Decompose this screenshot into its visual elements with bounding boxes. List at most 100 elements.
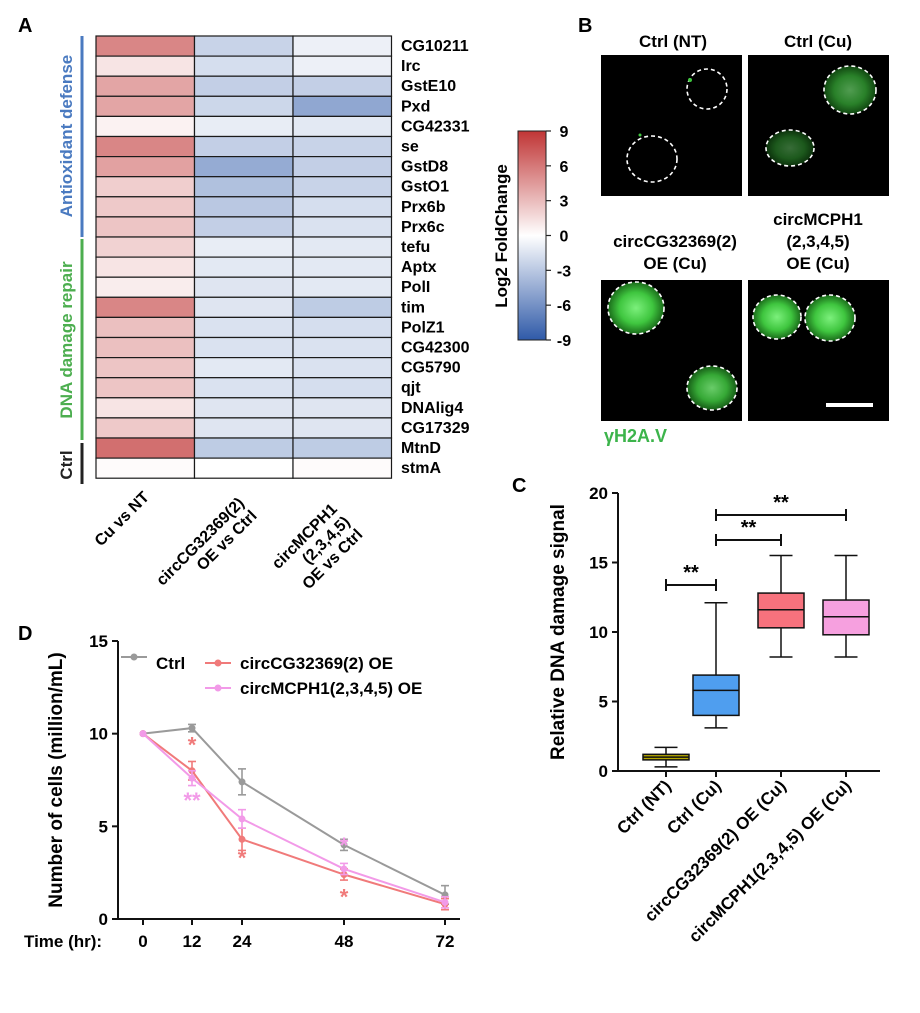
- group-label-ctrl: Ctrl: [57, 450, 76, 479]
- x-tick-label: Ctrl (NT): [613, 776, 675, 838]
- heatmap-cell: [193, 377, 294, 399]
- heatmap-cell: [292, 296, 393, 318]
- gene-label: PolZ1: [401, 319, 445, 336]
- gene-label: GstD8: [401, 159, 448, 176]
- significance-asterisk: *: [188, 733, 197, 758]
- heatmap-cell: [292, 75, 393, 97]
- x-tick-label: 72: [436, 932, 455, 951]
- series-line: [142, 732, 446, 904]
- nucleus-outline: [804, 294, 856, 342]
- gene-label: PolI: [401, 279, 430, 296]
- heatmap-cell: [292, 236, 393, 258]
- data-point: [441, 898, 449, 906]
- heatmap-cell: [95, 377, 196, 399]
- box: [692, 674, 740, 717]
- heatmap-cell: [193, 336, 294, 359]
- heatmap-cell: [193, 236, 294, 258]
- heatmap-group-bars: Antioxidant defense DNA damage repair Ct…: [57, 36, 84, 484]
- heatmap-cell: [292, 417, 393, 439]
- y-tick-label: 5: [599, 693, 608, 712]
- significance-asterisk: *: [340, 833, 349, 858]
- nucleus-signal: [824, 66, 876, 114]
- heatmap-cell: [95, 336, 196, 359]
- gene-label: CG10211: [401, 38, 469, 55]
- heatmap-cell: [193, 357, 294, 379]
- micro-title-ctrl-nt: Ctrl (NT): [639, 32, 707, 51]
- data-point: [340, 865, 348, 873]
- heatmap-cell: [193, 276, 294, 298]
- nucleus-signal: [608, 282, 664, 334]
- y-tick-label: 10: [89, 725, 108, 744]
- gene-label: stmA: [401, 460, 441, 477]
- heatmap-cell: [292, 316, 393, 339]
- x-axis-label: Time (hr):: [24, 932, 102, 951]
- heatmap-cell: [95, 316, 196, 339]
- nucleus-outline: [607, 281, 665, 335]
- heatmap-cell: [95, 156, 196, 178]
- heatmap-cell: [292, 256, 393, 278]
- panel-label-b: B: [578, 15, 592, 37]
- heatmap-cell: [193, 176, 294, 198]
- gene-label: GstO1: [401, 179, 449, 196]
- heatmap-cell: [193, 55, 294, 77]
- heatmap-cell: [95, 95, 196, 118]
- data-point: [139, 730, 147, 738]
- nucleus-signal: [766, 130, 814, 166]
- heatmap-cell: [292, 196, 393, 218]
- heatmap-cell: [193, 296, 294, 318]
- significance-asterisk: *: [340, 885, 349, 910]
- series-line: [142, 732, 446, 906]
- box-plot: 0 5 10 15 20 Relative DNA damage signal Ctrl (…: [548, 484, 880, 946]
- gene-label: qjt: [401, 380, 421, 397]
- panel-label-c: C: [512, 475, 526, 497]
- heatmap-cell: [95, 55, 196, 77]
- heatmap-cell: [193, 95, 294, 118]
- group-label-dna-repair: DNA damage repair: [57, 261, 76, 419]
- y-tick-label: 20: [589, 484, 608, 503]
- nucleus-signal: [753, 295, 801, 339]
- micro-title-ctrl-cu: Ctrl (Cu): [784, 32, 852, 51]
- heatmap-cell: [193, 457, 294, 479]
- heatmap-cell: [95, 457, 196, 479]
- colorbar-ticks: 9 6 3 0 -3 -6 -9: [546, 124, 571, 350]
- legend-label: circCG32369(2) OE: [240, 654, 393, 673]
- heatmap-column-label: circCG32369(2)OE vs Ctrl: [153, 495, 260, 602]
- y-axis-label: Relative DNA damage signal: [548, 504, 569, 760]
- nucleus-outline: [626, 135, 678, 183]
- legend-label: Ctrl: [156, 654, 185, 673]
- micro-title-oe2: circMCPH1 (2,3,4,5) OE (Cu): [773, 210, 863, 273]
- y-tick-label: 15: [89, 632, 108, 651]
- heatmap-cell: [95, 357, 196, 379]
- heatmap-cell: [292, 437, 393, 459]
- heatmap-cell: [292, 156, 393, 178]
- significance-asterisk: *: [238, 845, 247, 870]
- heatmap-cell: [193, 437, 294, 459]
- x-tick-label: 0: [138, 932, 147, 951]
- data-point: [188, 724, 196, 732]
- heatmap-cell: [193, 397, 294, 419]
- heatmap-cell: [95, 296, 196, 318]
- group-label-antioxidant: Antioxidant defense: [57, 55, 76, 217]
- colorbar-tick-label: 9: [560, 124, 569, 141]
- legend-marker: [130, 653, 138, 661]
- heatmap-cell: [193, 135, 294, 158]
- nucleus-outline: [686, 365, 738, 411]
- heatmap-cell: [193, 75, 294, 97]
- data-point: [238, 778, 246, 786]
- y-tick-label: 0: [99, 910, 108, 929]
- heatmap-cell: [95, 417, 196, 439]
- x-tick-label: Ctrl (Cu): [663, 776, 725, 838]
- heatmap-cell: [193, 156, 294, 178]
- heatmap-cell: [95, 135, 196, 158]
- colorbar-tick-label: -3: [557, 263, 571, 280]
- heatmap-cell: [95, 115, 196, 138]
- y-axis-label: Number of cells (million/mL): [46, 652, 67, 907]
- heatmap-cell: [193, 196, 294, 218]
- data-point: [340, 841, 348, 849]
- nucleus-signal: [805, 295, 855, 341]
- growth-line-chart: 0 5 10 15 Number of cells (million/mL) 0 12 24 4…: [24, 632, 460, 951]
- x-tick-label: 24: [233, 932, 252, 951]
- nucleus-outline: [765, 129, 815, 167]
- y-tick-label: 0: [599, 762, 608, 781]
- colorbar-gradient: [517, 130, 547, 341]
